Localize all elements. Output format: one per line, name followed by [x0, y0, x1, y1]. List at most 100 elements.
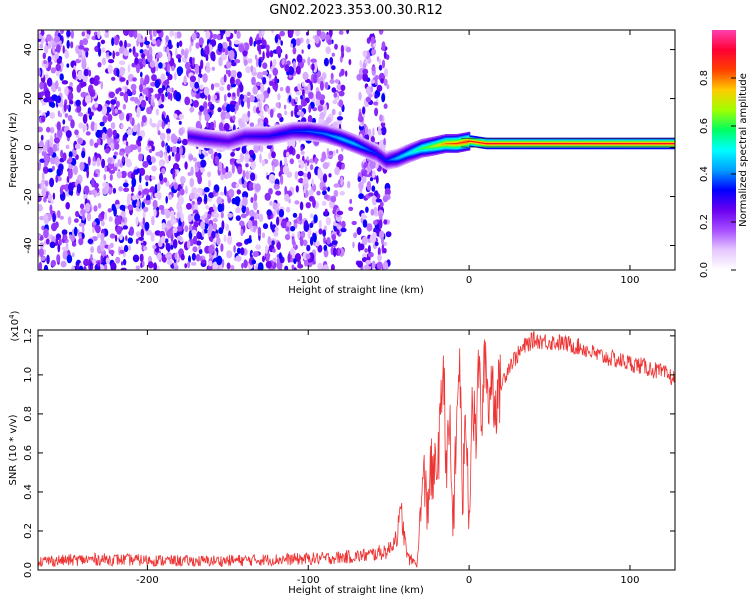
noise-speckle [80, 91, 87, 98]
noise-speckle [337, 247, 341, 257]
noise-speckle [55, 70, 60, 77]
noise-speckle [188, 154, 194, 161]
noise-speckle [285, 206, 291, 213]
noise-speckle [174, 252, 178, 260]
noise-speckle [39, 81, 44, 90]
noise-speckle [200, 159, 207, 168]
noise-speckle [56, 254, 61, 263]
noise-speckle [87, 238, 94, 244]
noise-speckle [279, 87, 284, 92]
noise-speckle [280, 174, 284, 185]
noise-speckle [100, 242, 105, 252]
noise-speckle [269, 200, 273, 206]
noise-speckle [206, 121, 209, 129]
noise-speckle [135, 207, 142, 212]
noise-speckle [43, 82, 48, 91]
noise-speckle [47, 55, 52, 63]
noise-speckle [268, 73, 272, 79]
noise-speckle [173, 182, 178, 190]
noise-speckle [379, 201, 384, 208]
noise-speckle [284, 186, 288, 195]
noise-speckle [205, 54, 209, 61]
noise-speckle [101, 47, 106, 53]
noise-speckle [245, 163, 249, 168]
noise-speckle [346, 46, 351, 53]
noise-speckle [188, 224, 193, 233]
noise-speckle [300, 146, 303, 151]
noise-speckle [234, 59, 241, 64]
noise-speckle [227, 69, 231, 78]
noise-speckle [167, 53, 171, 62]
noise-speckle [161, 222, 166, 231]
noise-speckle [208, 148, 214, 155]
noise-speckle [81, 31, 86, 37]
noise-speckle [198, 248, 203, 255]
noise-speckle [102, 115, 108, 124]
noise-speckle [240, 213, 247, 219]
noise-speckle [212, 203, 216, 210]
noise-speckle [179, 176, 186, 184]
noise-speckle [159, 132, 166, 141]
noise-speckle [129, 226, 135, 236]
noise-speckle [311, 117, 316, 124]
noise-speckle [312, 73, 318, 84]
noise-speckle [78, 222, 85, 227]
noise-speckle [135, 238, 139, 245]
noise-speckle [200, 59, 204, 70]
noise-speckle [239, 200, 243, 209]
noise-speckle [246, 91, 251, 97]
noise-speckle [316, 30, 322, 37]
noise-speckle [314, 157, 318, 165]
noise-speckle [249, 36, 253, 47]
noise-speckle [325, 116, 332, 125]
noise-speckle [240, 228, 244, 237]
noise-speckle [261, 232, 266, 239]
noise-speckle [147, 91, 152, 102]
noise-speckle [358, 193, 364, 200]
noise-speckle [258, 58, 262, 68]
noise-speckle [201, 259, 207, 264]
noise-speckle [184, 161, 188, 170]
noise-speckle [266, 144, 272, 150]
noise-speckle [313, 214, 318, 224]
noise-speckle [161, 93, 165, 103]
noise-speckle [317, 105, 323, 112]
noise-speckle [271, 30, 275, 34]
noise-speckle [81, 225, 85, 233]
noise-speckle [38, 109, 42, 114]
noise-speckle [49, 241, 56, 249]
noise-speckle [101, 57, 107, 66]
noise-speckle [184, 50, 188, 60]
noise-speckle [323, 244, 328, 251]
noise-speckle [285, 226, 290, 232]
noise-speckle [93, 79, 99, 86]
noise-speckle [161, 140, 165, 148]
noise-speckle [324, 81, 329, 90]
noise-speckle [225, 166, 229, 173]
noise-speckle [155, 30, 162, 34]
noise-speckle [296, 111, 302, 116]
noise-speckle [380, 78, 385, 84]
noise-speckle [115, 88, 120, 95]
noise-speckle [80, 208, 86, 215]
noise-speckle [317, 169, 324, 180]
noise-speckle [234, 196, 241, 206]
noise-speckle [352, 241, 355, 248]
noise-speckle [316, 78, 322, 84]
noise-speckle [254, 183, 261, 192]
noise-speckle [127, 237, 133, 244]
noise-speckle [234, 30, 237, 35]
noise-speckle [338, 90, 345, 97]
noise-speckle [357, 176, 362, 183]
noise-speckle [208, 260, 213, 267]
noise-speckle [141, 53, 146, 59]
noise-speckle [56, 58, 62, 64]
noise-speckle [149, 33, 153, 41]
noise-speckle [176, 225, 183, 232]
noise-speckle [251, 76, 256, 86]
noise-speckle [294, 171, 298, 180]
noise-speckle [114, 204, 121, 210]
noise-speckle [77, 70, 83, 81]
noise-speckle [94, 122, 98, 133]
noise-speckle [62, 152, 67, 161]
